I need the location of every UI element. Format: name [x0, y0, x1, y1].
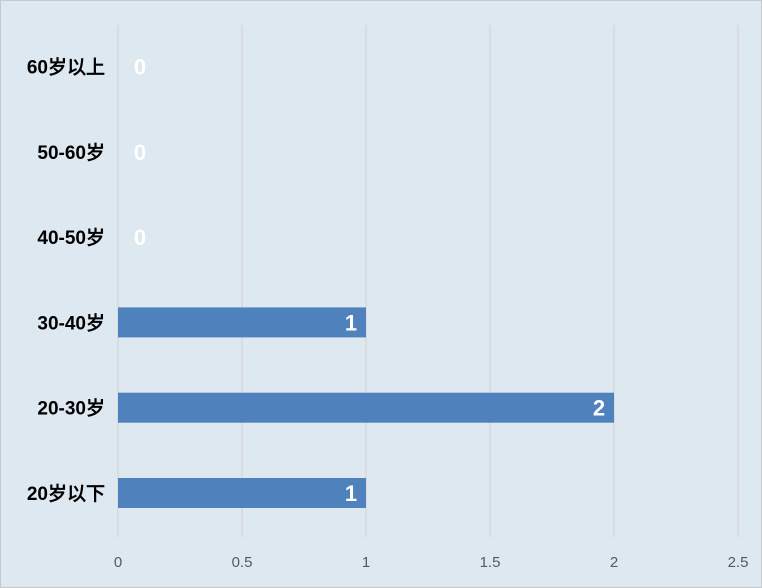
x-tick-label: 2.5 [728, 554, 749, 571]
data-label: 1 [345, 481, 357, 506]
category-labels: 20岁以下 20-30岁 30-40岁 40-50岁 50-60岁 60岁以上 [27, 56, 105, 506]
category-label: 50-60岁 [37, 141, 105, 164]
x-tick-label: 2 [610, 554, 618, 571]
x-tick-label: 0 [114, 554, 122, 571]
category-label: 20岁以下 [27, 482, 105, 505]
data-label: 0 [134, 225, 146, 250]
x-axis-tick-labels: 0 0.5 1 1.5 2 2.5 [114, 554, 749, 571]
x-tick-label: 1.5 [480, 554, 501, 571]
category-label: 60岁以上 [27, 56, 105, 79]
data-labels: 1 2 1 0 0 0 [134, 55, 605, 507]
bar [118, 392, 614, 423]
data-label: 0 [134, 140, 146, 165]
x-tick-label: 0.5 [232, 554, 253, 571]
category-label: 20-30岁 [37, 397, 105, 420]
category-label: 40-50岁 [37, 226, 105, 249]
data-label: 1 [345, 310, 357, 335]
x-tick-label: 1 [362, 554, 370, 571]
bar [118, 307, 366, 338]
gridlines [117, 25, 739, 537]
data-label: 0 [134, 55, 146, 80]
bar [118, 478, 366, 508]
data-label: 2 [593, 396, 605, 421]
bars [118, 307, 614, 508]
category-label: 30-40岁 [37, 311, 105, 334]
